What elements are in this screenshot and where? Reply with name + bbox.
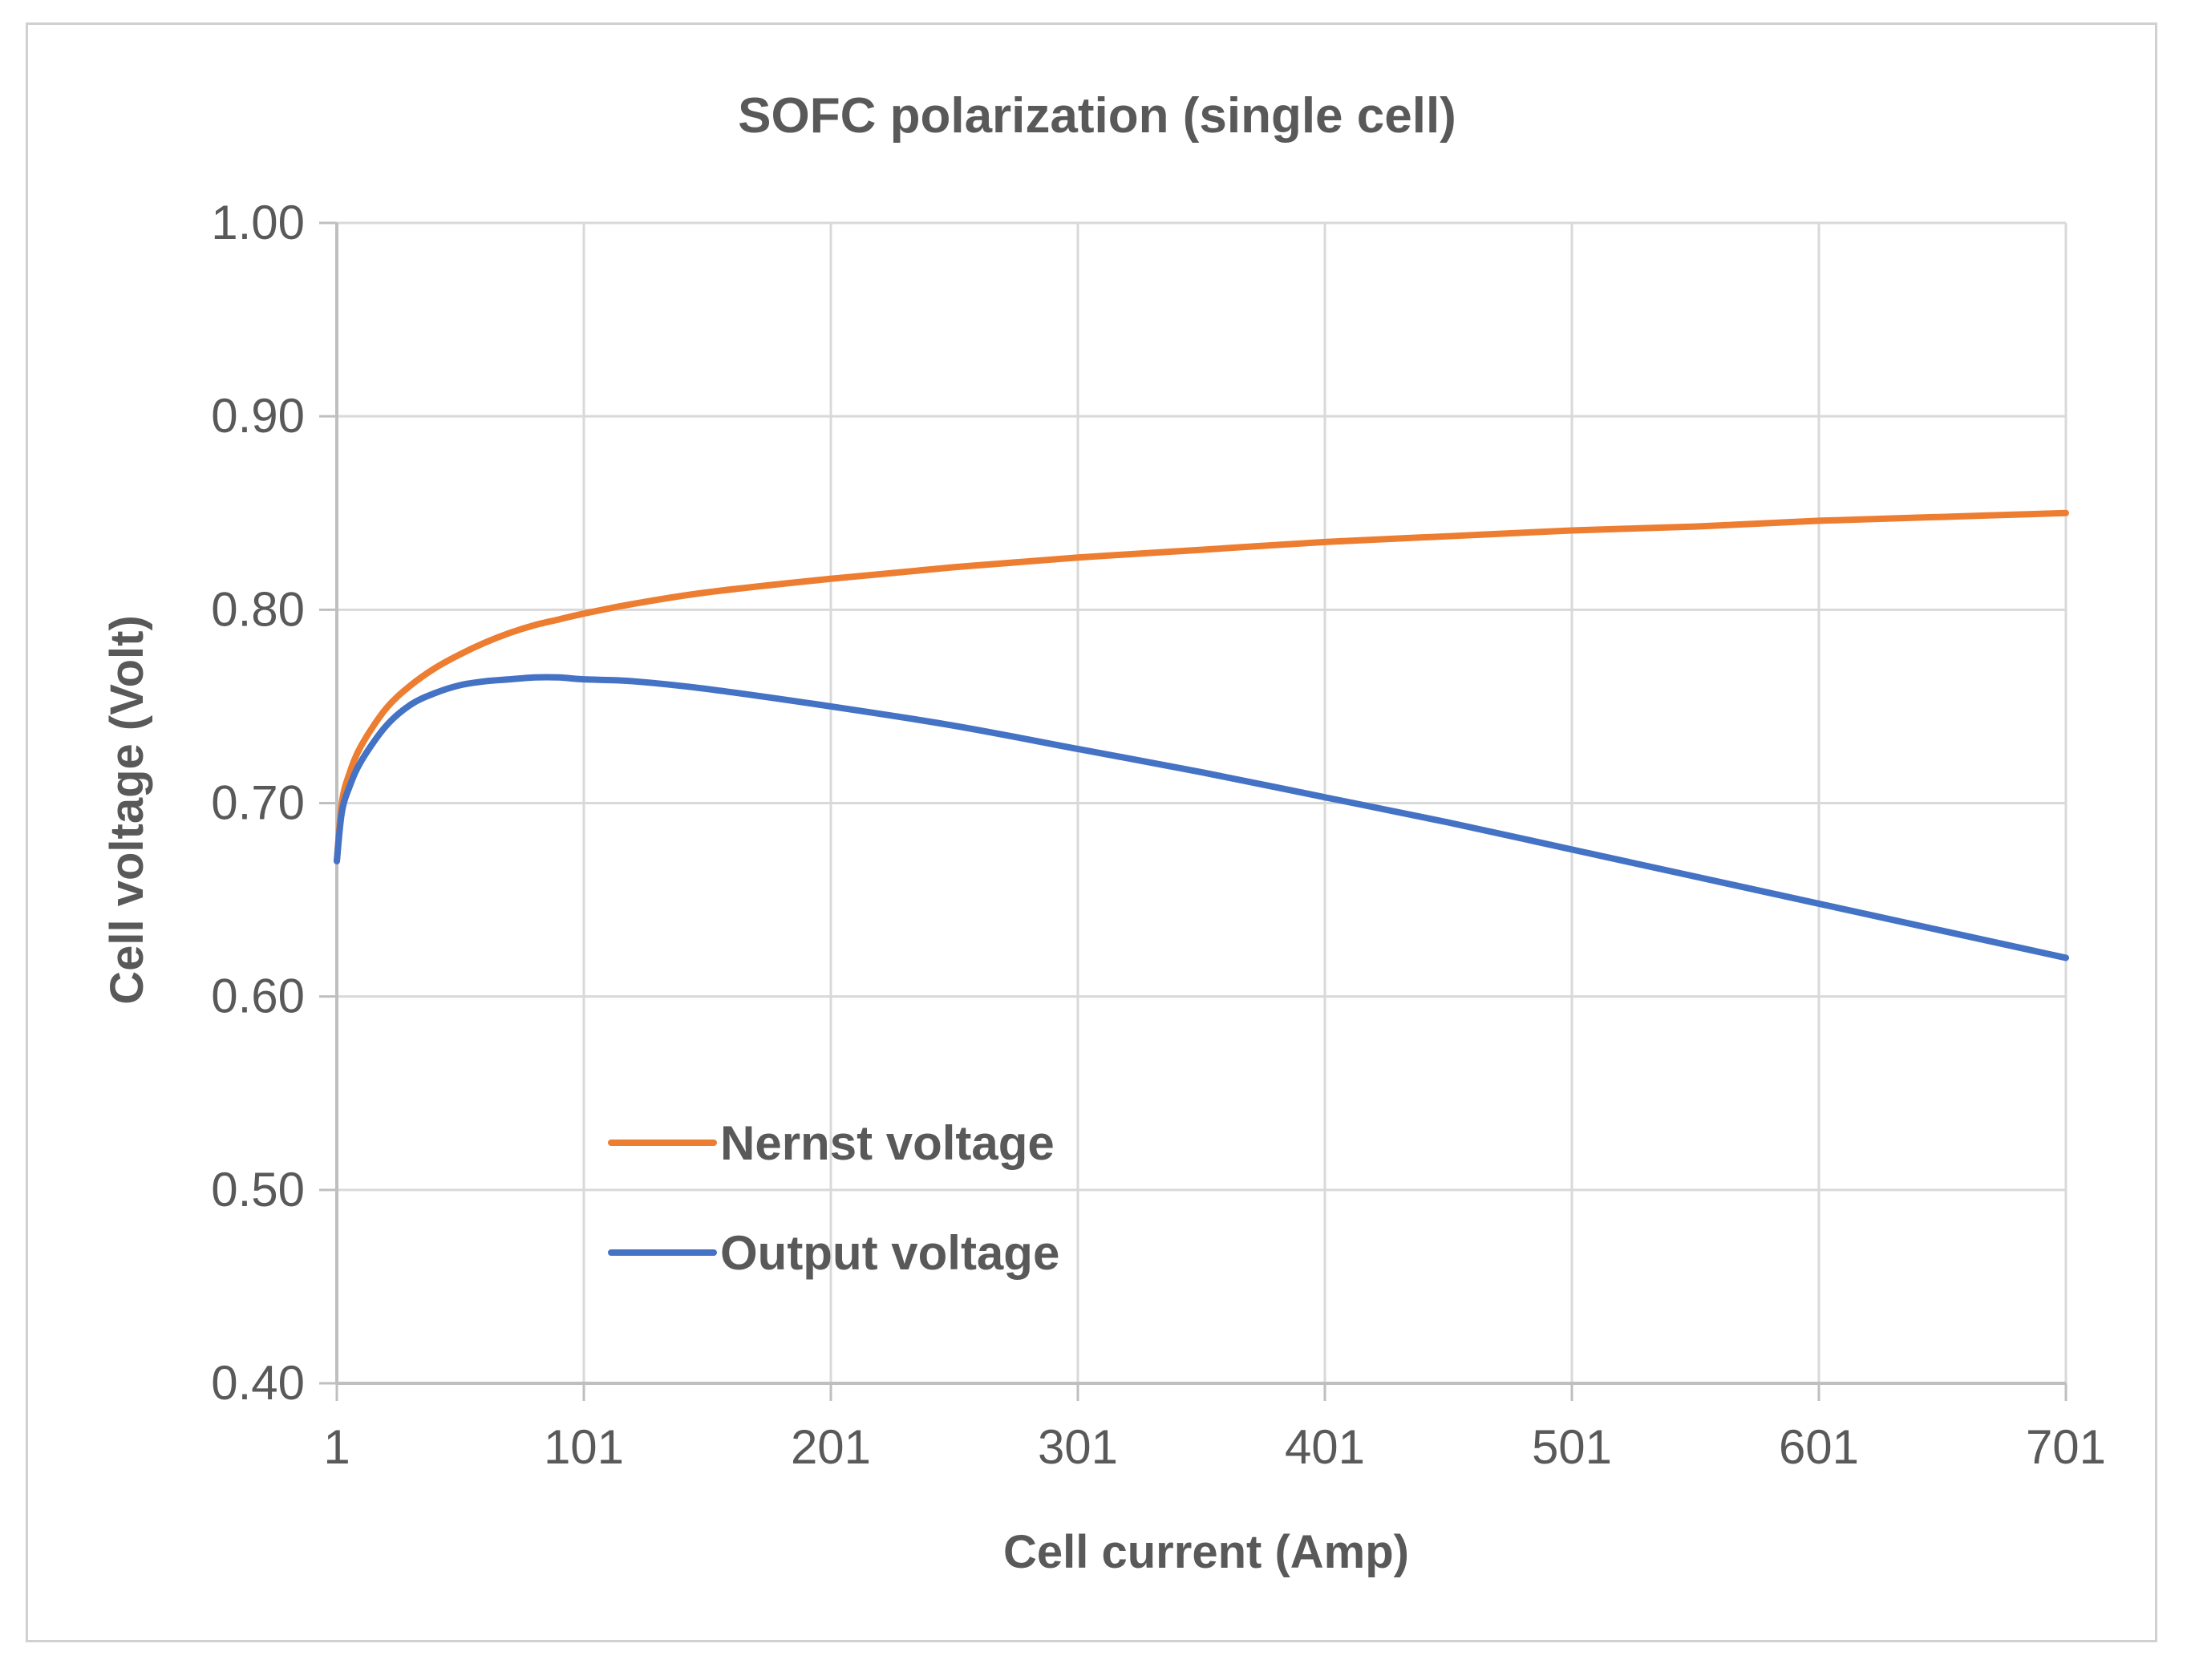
y-tick-label: 0.60 — [211, 970, 305, 1023]
chart-title: SOFC polarization (single cell) — [738, 88, 1456, 144]
series-line-nernst-voltage — [334, 509, 2069, 864]
x-axis-title: Cell current (Amp) — [1003, 1526, 1409, 1578]
legend-label-nernst-voltage: Nernst voltage — [720, 1116, 1055, 1170]
x-tick-label: 501 — [1532, 1420, 1612, 1474]
x-tick-labels: 1 101 201 301 401 501 601 701 — [323, 1420, 2106, 1474]
x-tick-label: 201 — [791, 1420, 871, 1474]
series-lines — [334, 509, 2069, 961]
legend-label-output-voltage: Output voltage — [720, 1226, 1059, 1280]
series-line-output-voltage — [334, 674, 2069, 961]
y-tick-label: 1.00 — [211, 196, 305, 249]
legend: Nernst voltage Output voltage — [608, 1116, 1059, 1280]
y-tick-label: 0.70 — [211, 776, 305, 830]
x-tick-label: 401 — [1285, 1420, 1365, 1474]
x-tick-label: 101 — [544, 1420, 624, 1474]
y-tick-labels: 0.40 0.50 0.60 0.70 0.80 0.90 1.00 — [211, 196, 305, 1410]
y-tick-label: 0.90 — [211, 389, 305, 443]
y-tick-label: 0.80 — [211, 582, 305, 636]
y-axis-title: Cell voltage (Volt) — [101, 615, 153, 1005]
x-tick-label: 701 — [2026, 1420, 2106, 1474]
axes — [319, 221, 2067, 1401]
y-tick-label: 0.50 — [211, 1163, 305, 1216]
x-tick-label: 601 — [1779, 1420, 1859, 1474]
x-tick-label: 301 — [1038, 1420, 1118, 1474]
chart-frame — [26, 22, 2157, 1642]
y-tick-label: 0.40 — [211, 1356, 305, 1410]
grid-lines — [337, 221, 2067, 1383]
x-tick-label: 1 — [323, 1420, 350, 1474]
